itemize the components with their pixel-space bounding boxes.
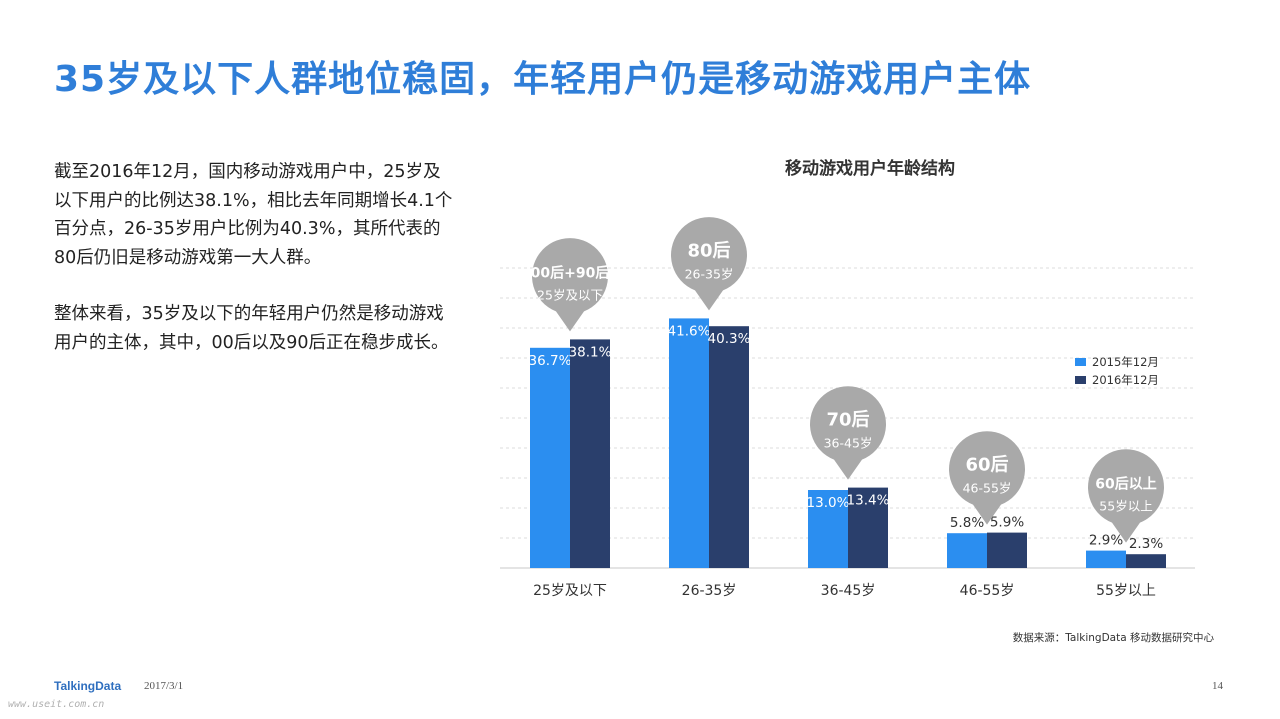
- callout-title: 80后: [687, 240, 730, 261]
- callout-pin: [949, 431, 1025, 525]
- data-label: 13.4%: [847, 493, 890, 509]
- footer-date: 2017/3/1: [144, 680, 184, 692]
- x-tick-label: 25岁及以下: [533, 583, 607, 599]
- callout-bubble: 60后以上 55岁以上: [1088, 449, 1165, 543]
- paragraph-1: 截至2016年12月，国内移动游戏用户中，25岁及以下用户的比例达38.1%，相…: [54, 162, 453, 268]
- callout-bubble: 00后+90后 25岁及以下: [531, 238, 610, 332]
- data-label: 13.0%: [807, 495, 850, 511]
- x-tick-label: 36-45岁: [821, 583, 876, 599]
- callout-subtitle: 46-55岁: [963, 481, 1012, 496]
- x-tick-label: 46-55岁: [960, 583, 1015, 599]
- data-label: 2.9%: [1089, 533, 1123, 549]
- bar-2015: [1086, 550, 1126, 568]
- legend-label: 2016年12月: [1092, 373, 1159, 387]
- bar-2016: [848, 487, 888, 568]
- callout-subtitle: 55岁以上: [1099, 499, 1152, 514]
- callout-title: 70后: [826, 410, 869, 431]
- callout-title: 00后+90后: [531, 264, 610, 281]
- callout-bubble: 70后 36-45岁: [810, 386, 887, 480]
- bar-2016: [570, 339, 610, 568]
- legend-label: 2015年12月: [1092, 355, 1159, 369]
- watermark: www.useit.com.cn: [8, 699, 105, 710]
- bar-2015: [947, 533, 987, 568]
- page-number: 14: [1212, 680, 1223, 692]
- chart-title: 移动游戏用户年龄结构: [785, 159, 955, 179]
- x-tick-label: 26-35岁: [682, 583, 737, 599]
- callout-subtitle: 25岁及以下: [537, 287, 603, 302]
- body-text: 截至2016年12月，国内移动游戏用户中，25岁及以下用户的比例达38.1%，相…: [54, 158, 454, 385]
- legend-swatch: [1075, 376, 1086, 384]
- talkingdata-logo: TalkingData: [54, 679, 122, 693]
- callout-pin: [532, 238, 608, 332]
- callout-subtitle: 36-45岁: [824, 436, 873, 451]
- callout-bubble: 60后 46-55岁: [949, 431, 1025, 525]
- callout-title: 60后: [965, 455, 1008, 476]
- source-note: 数据来源：TalkingData 移动数据研究中心: [1012, 632, 1214, 644]
- data-label: 5.9%: [990, 515, 1024, 531]
- callout-bubble: 80后 26-35岁: [670, 217, 747, 311]
- callout-subtitle: 26-35岁: [685, 266, 734, 281]
- bar-2015: [669, 318, 709, 568]
- paragraph-2: 整体来看，35岁及以下的年轻用户仍然是移动游戏用户的主体，其中，00后以及90后…: [54, 304, 449, 353]
- page-title: 35岁及以下人群地位稳固，年轻用户仍是移动游戏用户主体: [54, 59, 1032, 100]
- data-label: 5.8%: [950, 515, 984, 531]
- legend-swatch: [1075, 358, 1086, 366]
- data-label: 38.1%: [569, 344, 612, 360]
- callout-pin: [1088, 449, 1165, 543]
- data-label: 36.7%: [529, 353, 572, 369]
- callout-pin: [670, 217, 747, 311]
- bar-2016: [1126, 554, 1166, 568]
- bar-2015: [530, 347, 570, 568]
- data-label: 2.3%: [1129, 536, 1163, 552]
- bar-2016: [987, 532, 1027, 568]
- bar-2015: [808, 490, 848, 568]
- callout-title: 60后以上: [1095, 476, 1156, 493]
- x-tick-label: 55岁以上: [1096, 583, 1156, 599]
- data-label: 40.3%: [708, 331, 751, 347]
- callout-pin: [810, 386, 887, 480]
- data-label: 41.6%: [668, 323, 711, 339]
- bar-2016: [709, 326, 749, 568]
